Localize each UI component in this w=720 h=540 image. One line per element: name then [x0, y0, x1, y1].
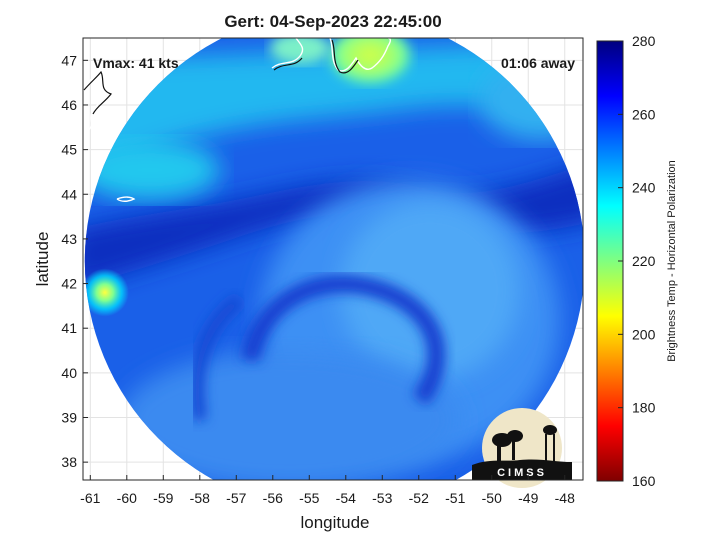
- plot-frame: [82, 37, 584, 481]
- y-tick-label: 41: [61, 320, 77, 336]
- swath-south: [120, 350, 460, 480]
- y-tick-label: 46: [61, 97, 77, 113]
- x-tick-label: -53: [372, 490, 392, 506]
- y-tick-label: 45: [61, 142, 77, 158]
- satellite-swath: [84, 38, 583, 480]
- x-tick-label: -54: [336, 490, 356, 506]
- coastline-sable: [116, 196, 136, 202]
- y-tick-label: 40: [61, 365, 77, 381]
- x-tick-label: -61: [80, 490, 100, 506]
- water-tower-icon: [543, 425, 557, 462]
- y-tick-label: 42: [61, 276, 77, 292]
- y-tick-label: 38: [61, 454, 77, 470]
- x-axis-label: longitude: [300, 513, 369, 532]
- x-tick-label: -60: [117, 490, 137, 506]
- coastline-newfoundland-shadow: [273, 39, 359, 74]
- swath-storm-core: [340, 200, 520, 380]
- coastlines-black: [83, 39, 359, 115]
- y-tick-label: 43: [61, 231, 77, 247]
- y-tick-label: 39: [61, 409, 77, 425]
- x-tick-label: -58: [190, 490, 210, 506]
- x-tick-label: -57: [226, 490, 246, 506]
- x-tick-label: -56: [263, 490, 283, 506]
- land-warm-area-2: [270, 38, 330, 64]
- vmax-label: Vmax: 41 kts: [93, 55, 179, 71]
- x-tick-label: -50: [482, 490, 502, 506]
- swath-swirl-2: [190, 294, 245, 422]
- y-tick-label: 44: [61, 186, 77, 202]
- x-axis-ticks: -61 -60 -59 -58 -57 -56 -55 -54 -53 -52 -51 -50 -49 -…: [80, 475, 575, 506]
- swath-swirl-1: [241, 274, 446, 406]
- x-tick-label: -49: [518, 490, 538, 506]
- colorbar-tick-label: 180: [632, 400, 656, 416]
- colorbar-label: Brightness Temp - Horizontal Polarizatio…: [666, 160, 678, 362]
- coastline-nova-scotia: [83, 68, 112, 156]
- colorbar-tick-label: 200: [632, 326, 656, 342]
- x-tick-label: -48: [555, 490, 575, 506]
- coastline-newfoundland: [271, 38, 391, 72]
- x-tick-label: -51: [445, 490, 465, 506]
- colorbar-tick-label: 280: [632, 33, 656, 49]
- colorbar: 160 180 200 220 240 260 280 Brightness Temp - …: [596, 33, 678, 489]
- coastline-cape-breton: [102, 110, 119, 125]
- x-tick-label: -52: [409, 490, 429, 506]
- warm-blob: [84, 268, 129, 317]
- plot-area: Vmax: 41 kts 01:06 away CIMSS: [82, 37, 584, 488]
- chart-title: Gert: 04-Sep-2023 22:45:00: [224, 12, 441, 31]
- coastlines: [83, 38, 391, 202]
- colorbar-tick-label: 220: [632, 253, 656, 269]
- cimss-logo: CIMSS: [472, 408, 572, 488]
- colorbar-tick-label: 240: [632, 180, 656, 196]
- coastline-nova-scotia-shadow: [83, 70, 112, 115]
- x-tick-label: -55: [299, 490, 319, 506]
- colorbar-ticks: 160 180 200 220 240 260 280: [618, 33, 656, 489]
- satellite-dish-icon: [492, 430, 523, 462]
- y-tick-label: 47: [61, 52, 77, 68]
- cimss-logo-text: CIMSS: [497, 467, 547, 479]
- land-warm-area: [330, 38, 410, 83]
- time-away-label: 01:06 away: [501, 55, 575, 71]
- x-tick-label: -59: [153, 490, 173, 506]
- cimss-logo-ground: [472, 459, 572, 480]
- y-axis-label: latitude: [33, 232, 52, 287]
- y-axis-ticks: 38 39 40 41 42 43 44 45 46 47: [61, 52, 88, 470]
- swath-north-band: [84, 40, 583, 180]
- colorbar-tick-label: 260: [632, 106, 656, 122]
- swath-nw-cyan: [84, 140, 220, 200]
- colorbar-tick-label: 160: [632, 473, 656, 489]
